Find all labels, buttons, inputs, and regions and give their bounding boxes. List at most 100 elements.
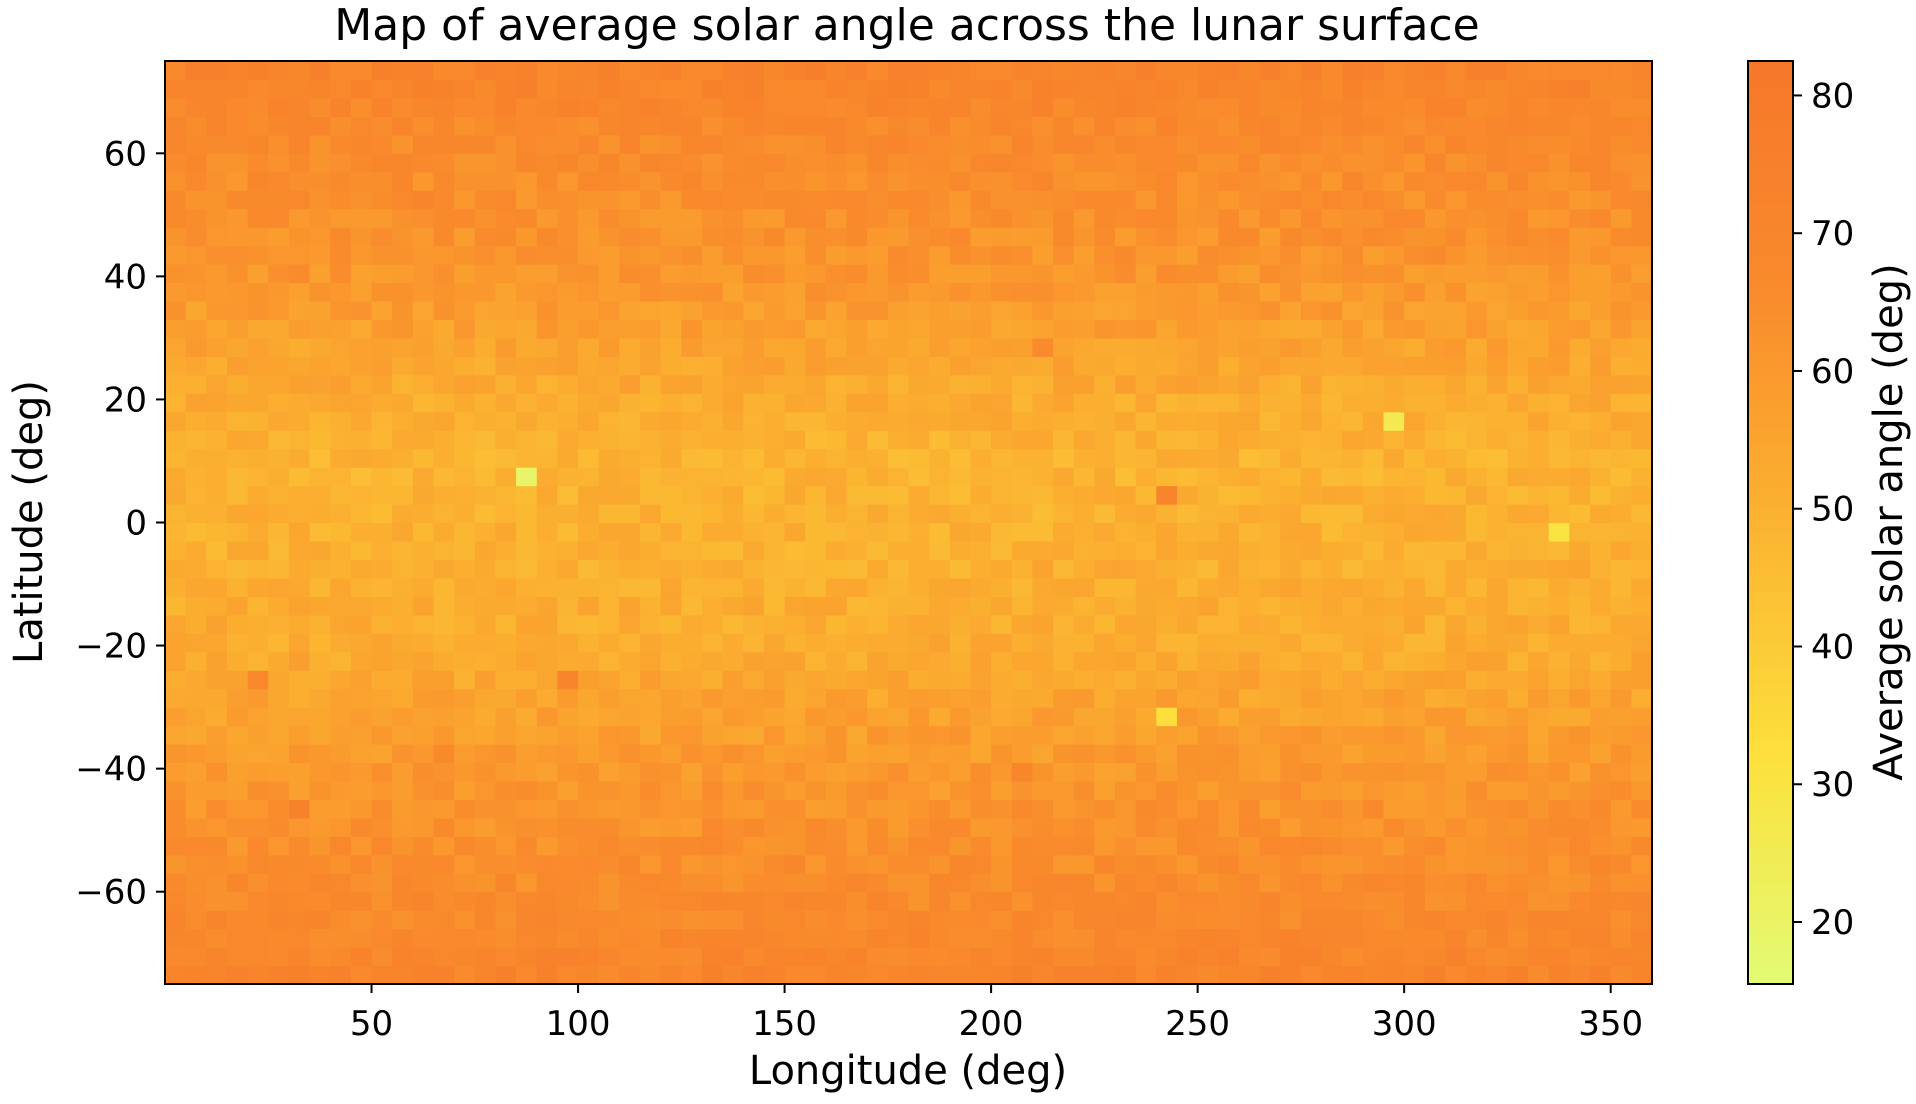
heatmap-cell: [619, 282, 641, 302]
heatmap-cell: [536, 485, 558, 505]
heatmap-cell: [763, 153, 786, 173]
heatmap-cell: [1238, 485, 1261, 505]
heatmap-cell: [763, 227, 786, 247]
heatmap-cell: [226, 245, 249, 265]
heatmap-cell: [1404, 854, 1426, 874]
heatmap-cell: [1053, 577, 1075, 597]
heatmap-cell: [1548, 337, 1570, 357]
heatmap-cell: [970, 577, 992, 597]
heatmap-cell: [784, 540, 806, 561]
heatmap-cell: [1486, 319, 1509, 339]
heatmap-cell: [247, 97, 269, 117]
heatmap-cell: [929, 540, 951, 561]
heatmap-cell: [433, 799, 455, 819]
heatmap-cell: [1342, 817, 1364, 837]
heatmap-cell: [640, 227, 662, 247]
heatmap-cell: [1424, 300, 1447, 321]
heatmap-cell: [1094, 707, 1116, 727]
heatmap-cell: [1548, 264, 1570, 284]
heatmap-cell: [371, 707, 393, 727]
heatmap-cell: [1115, 577, 1137, 597]
heatmap-cell: [1135, 965, 1157, 985]
heatmap-cell: [1156, 208, 1178, 228]
heatmap-cell: [185, 817, 207, 837]
heatmap-cell: [619, 651, 641, 671]
heatmap-cell: [433, 965, 455, 985]
heatmap-cell: [309, 744, 331, 764]
heatmap-cell: [887, 467, 910, 487]
heatmap-cell: [330, 836, 352, 856]
heatmap-cell: [887, 319, 910, 339]
heatmap-cell: [1135, 97, 1157, 117]
heatmap-cell: [908, 965, 930, 985]
heatmap-cell: [1094, 873, 1116, 893]
heatmap-cell: [660, 633, 682, 653]
heatmap-cell: [1156, 670, 1178, 690]
heatmap-cell: [784, 411, 806, 431]
heatmap-cell: [185, 780, 207, 800]
heatmap-cell: [1424, 836, 1447, 856]
heatmap-cell: [1404, 282, 1426, 302]
heatmap-cell: [991, 227, 1013, 247]
heatmap-cell: [846, 725, 868, 745]
heatmap-cell: [784, 780, 806, 800]
heatmap-cell: [1300, 79, 1323, 99]
heatmap-cell: [516, 965, 538, 985]
heatmap-cell: [1053, 485, 1075, 505]
heatmap-cell: [495, 190, 517, 210]
heatmap-cell: [578, 651, 600, 671]
heatmap-cell: [412, 707, 435, 727]
heatmap-cell: [578, 707, 600, 727]
heatmap-cell: [867, 116, 889, 136]
heatmap-cell: [598, 614, 620, 634]
heatmap-cell: [825, 97, 848, 117]
heatmap-cell: [578, 799, 600, 819]
heatmap-cell: [1011, 559, 1034, 579]
heatmap-cell: [867, 577, 889, 597]
heatmap-cell: [1176, 596, 1199, 616]
heatmap-cell: [412, 227, 435, 247]
heatmap-cell: [908, 707, 930, 727]
heatmap-cell: [1631, 319, 1653, 339]
heatmap-cell: [1094, 614, 1116, 634]
heatmap-cell: [1053, 651, 1075, 671]
heatmap-cell: [268, 61, 290, 81]
heatmap-cell: [743, 577, 765, 597]
heatmap-cell: [722, 374, 744, 394]
heatmap-cell: [1466, 965, 1488, 985]
heatmap-cell: [474, 522, 497, 542]
heatmap-cell: [1115, 190, 1137, 210]
heatmap-cell: [1280, 485, 1302, 505]
heatmap-cell: [1176, 504, 1199, 524]
heatmap-cell: [330, 854, 352, 874]
heatmap-cell: [1424, 707, 1447, 727]
heatmap-cell: [949, 190, 972, 210]
heatmap-cell: [412, 448, 435, 468]
heatmap-cell: [392, 300, 414, 321]
heatmap-cell: [206, 208, 228, 228]
heatmap-cell: [598, 873, 620, 893]
heatmap-cell: [1094, 282, 1116, 302]
heatmap-cell: [268, 190, 290, 210]
heatmap-cell: [1156, 393, 1178, 413]
heatmap-cell: [1404, 134, 1426, 154]
heatmap-cell: [1590, 744, 1612, 764]
heatmap-cell: [1032, 356, 1054, 376]
heatmap-cell: [1466, 651, 1488, 671]
heatmap-cell: [1321, 504, 1343, 524]
heatmap-cell: [1280, 559, 1302, 579]
heatmap-cell: [474, 965, 497, 985]
heatmap-cell: [495, 707, 517, 727]
heatmap-cell: [701, 522, 724, 542]
heatmap-cell: [640, 799, 662, 819]
heatmap-cell: [1507, 854, 1529, 874]
heatmap-cell: [165, 116, 187, 136]
heatmap-cell: [1528, 559, 1550, 579]
heatmap-cell: [1569, 559, 1591, 579]
heatmap-cell: [578, 928, 600, 948]
heatmap-cell: [268, 393, 290, 413]
heatmap-cell: [970, 633, 992, 653]
heatmap-cell: [1011, 854, 1034, 874]
heatmap-cell: [805, 744, 827, 764]
heatmap-cell: [908, 467, 930, 487]
